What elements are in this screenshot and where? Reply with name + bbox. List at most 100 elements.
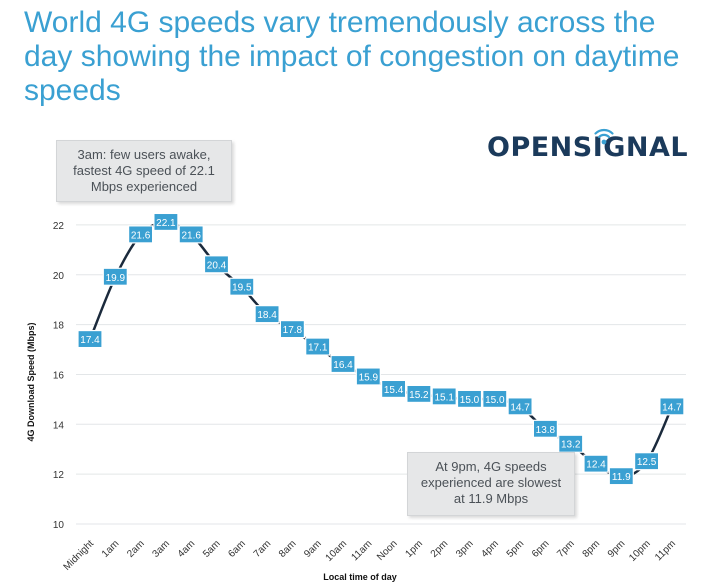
data-labels: 17.4 19.9 21.6 22.1 21.6 20.4 19.5 18.4 17.8 17.1… [77, 212, 685, 486]
y-tick-label: 10 [53, 520, 65, 531]
chart-title: World 4G speeds vary tremendously across… [24, 6, 680, 107]
data-label: 13.2 [561, 440, 581, 451]
x-tick-label: 10pm [627, 538, 652, 563]
data-label-box [633, 452, 660, 471]
data-point-label: 14.7 [659, 397, 685, 416]
x-tick-label: 5am [201, 538, 223, 560]
x-tick-label: 8pm [581, 538, 603, 560]
data-point-label: 17.4 [77, 329, 103, 349]
x-tick-label: 1am [100, 538, 122, 560]
data-point-label: 15.2 [406, 384, 432, 403]
data-label-box [532, 419, 559, 438]
data-label-box [330, 354, 356, 374]
data-label-box [406, 384, 432, 403]
data-label-box [102, 267, 128, 286]
data-label: 14.7 [662, 402, 682, 413]
data-label-box [305, 337, 331, 356]
data-label-box [77, 329, 103, 349]
data-label: 11.9 [612, 472, 631, 483]
x-tick-label: 4am [176, 538, 198, 560]
data-point-label: 21.6 [178, 225, 204, 244]
data-point-label: 15.1 [431, 387, 457, 406]
opensignal-logo: OPENSIGNAL [487, 132, 689, 163]
x-tick-label: 7am [252, 538, 274, 560]
data-point-label: 18.4 [254, 305, 280, 324]
data-point-label: 13.8 [532, 419, 559, 438]
data-label-box [381, 379, 407, 399]
data-label-box [431, 387, 457, 406]
x-tick-label: 5pm [505, 538, 527, 560]
x-tick-label: 9pm [606, 538, 628, 560]
data-point-label: 12.5 [633, 452, 660, 471]
data-label-box [482, 389, 508, 408]
y-tick-label: 16 [53, 370, 65, 381]
x-tick-label: 3am [150, 538, 172, 560]
data-label: 18.4 [257, 310, 277, 321]
data-label: 21.6 [131, 230, 151, 241]
data-point-label: 21.6 [128, 225, 154, 244]
data-label: 12.5 [637, 457, 657, 468]
data-label-box [456, 389, 483, 408]
data-label: 15.0 [460, 395, 480, 406]
data-point-label: 12.4 [583, 454, 609, 473]
data-point-label: 15.9 [355, 367, 381, 386]
data-label: 19.5 [232, 283, 252, 294]
data-label-box [178, 225, 204, 244]
y-axis: 10 12 14 16 18 20 22 [53, 221, 65, 531]
data-label-box [128, 225, 154, 244]
data-label: 19.9 [106, 273, 126, 284]
data-label: 15.0 [485, 395, 505, 406]
data-label-box [254, 305, 280, 324]
data-point-label: 14.7 [507, 397, 533, 416]
x-tick-label: 3pm [454, 538, 476, 560]
callout-trough: At 9pm, 4G speeds experienced are slowes… [407, 452, 575, 516]
data-point-label: 20.4 [203, 255, 230, 274]
data-label-box [229, 277, 255, 296]
data-point-label: 17.1 [305, 337, 331, 356]
data-point-label: 19.9 [102, 267, 128, 286]
x-tick-label: 2pm [429, 538, 451, 560]
data-label: 21.6 [181, 230, 201, 241]
data-label: 17.8 [283, 325, 303, 336]
signal-icon [594, 128, 614, 145]
data-point-label: 15.0 [456, 389, 483, 408]
y-tick-label: 14 [53, 420, 65, 431]
data-label-box [153, 212, 179, 232]
data-label: 13.8 [536, 425, 556, 436]
data-label-box [608, 467, 634, 486]
data-label-box [507, 397, 533, 416]
y-tick-label: 18 [53, 321, 65, 332]
y-tick-label: 20 [53, 271, 65, 282]
x-axis-title: Local time of day [323, 572, 397, 582]
data-label: 17.1 [308, 343, 328, 354]
x-tick-label: 7pm [555, 538, 577, 560]
data-point-label: 22.1 [153, 212, 179, 232]
data-label: 15.2 [409, 390, 429, 401]
x-tick-label: 6am [226, 538, 248, 560]
x-tick-label: 6pm [530, 538, 552, 560]
data-label-box [355, 367, 381, 386]
data-label: 14.7 [510, 402, 530, 413]
data-point-label: 11.9 [608, 467, 634, 486]
x-tick-label: 1pm [403, 538, 425, 560]
data-point-label: 17.8 [279, 320, 305, 339]
x-axis: Midnight 1am 2am 3am 4am 5am 6am 7am 8am 9am 10am 1… [62, 538, 678, 573]
x-tick-label: 10am [324, 538, 349, 563]
data-label: 22.1 [156, 218, 176, 229]
x-tick-label: Noon [375, 538, 400, 563]
x-tick-label: 4pm [479, 538, 501, 560]
data-label-box [583, 454, 609, 473]
y-axis-title: 4G Download Speed (Mbps) [26, 322, 36, 441]
data-label-box [279, 320, 305, 339]
data-point-label: 19.5 [229, 277, 255, 296]
x-tick-label: Midnight [62, 538, 97, 573]
data-label: 15.1 [434, 392, 454, 403]
data-point-label: 13.2 [558, 434, 584, 453]
x-tick-label: 11pm [653, 538, 678, 563]
data-point-label: 15.0 [482, 389, 508, 408]
y-tick-label: 12 [53, 470, 65, 481]
data-label: 17.4 [80, 335, 100, 346]
data-label: 15.4 [384, 385, 404, 396]
data-point-label: 16.4 [330, 354, 356, 374]
